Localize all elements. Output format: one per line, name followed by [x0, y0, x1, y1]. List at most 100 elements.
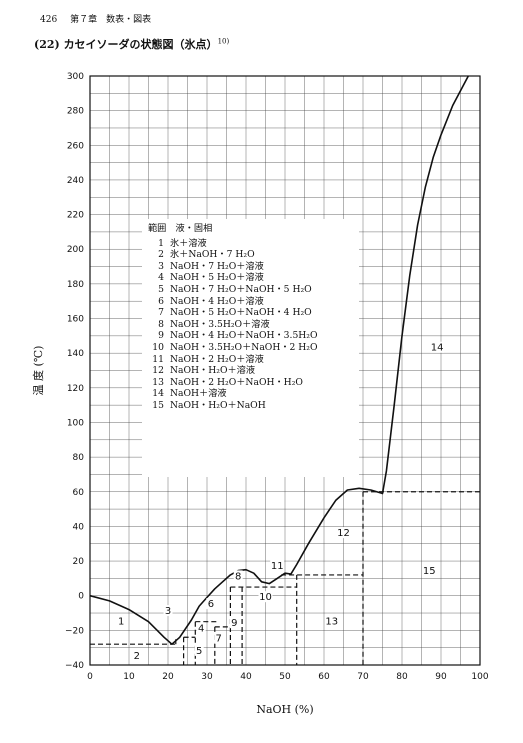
legend-item: 5 NaOH・7 H₂O＋NaOH・5 H₂O [148, 284, 353, 296]
x-tick-label: 30 [201, 672, 213, 682]
x-tick-label: 40 [240, 672, 252, 682]
figure-title-text: カセイソーダの状態図（氷点） [63, 38, 218, 51]
figure-ref: 10) [217, 37, 230, 46]
legend-item: 4 NaOH・5 H₂O＋溶液 [148, 272, 353, 284]
legend-item-number: 15 [152, 399, 164, 411]
region-label: 9 [231, 618, 237, 629]
legend-item-text: NaOH・H₂O＋溶液 [170, 365, 256, 377]
y-tick-label: 120 [67, 384, 84, 394]
legend-item-text: 氷＋NaOH・7 H₂O [170, 249, 255, 261]
region-label: 15 [423, 566, 436, 577]
region-label: 12 [337, 528, 350, 539]
x-tick-label: 70 [357, 672, 369, 682]
region-label-bg [233, 570, 243, 582]
legend-item-number: 9 [158, 330, 164, 342]
legend-item-text: NaOH・4 H₂O＋溶液 [170, 295, 264, 307]
legend-item-text: NaOH・3.5H₂O＋NaOH・2 H₂O [170, 341, 318, 353]
legend-item: 9 NaOH・4 H₂O＋NaOH・3.5H₂O [148, 330, 353, 342]
chapter-title: 第７章 数表・図表 [70, 15, 152, 25]
legend-item: 10 NaOH・3.5H₂O＋NaOH・2 H₂O [148, 342, 353, 354]
region-label-bg [214, 632, 224, 644]
x-tick-label: 80 [396, 672, 408, 682]
y-tick-label: 300 [67, 72, 84, 82]
legend-item-number: 3 [158, 260, 164, 272]
legend-item: 1 氷＋溶液 [148, 238, 353, 250]
y-tick-label: −20 [65, 626, 84, 636]
y-tick-label: 20 [73, 557, 85, 567]
legend: 範囲 液・固相 1 氷＋溶液 2 氷＋NaOH・7 H₂O 3 NaOH・7 H₂O＋溶液… [142, 219, 359, 477]
region-label-bg [116, 615, 126, 627]
legend-item: 3 NaOH・7 H₂O＋溶液 [148, 261, 353, 273]
y-tick-label: 280 [67, 107, 84, 117]
region-label: 2 [134, 651, 140, 662]
legend-item-text: NaOH・5 H₂O＋溶液 [170, 272, 264, 284]
figure-number: (22) [34, 38, 60, 51]
legend-item-number: 2 [158, 249, 164, 261]
x-tick-label: 10 [123, 672, 135, 682]
y-tick-label: 220 [67, 211, 84, 221]
y-tick-label: 260 [67, 141, 84, 151]
y-axis-title: 温 度 (℃) [31, 346, 45, 396]
legend-item: 8 NaOH・3.5H₂O＋溶液 [148, 319, 353, 331]
region-label-bg [270, 559, 285, 571]
legend-item-text: NaOH・4 H₂O＋NaOH・3.5H₂O [170, 330, 318, 342]
region-label-bg [196, 622, 206, 634]
legend-item-number: 12 [152, 365, 164, 377]
x-tick-label: 100 [471, 672, 488, 682]
legend-item-number: 7 [158, 307, 164, 319]
legend-item: 14 NaOH＋溶液 [148, 388, 353, 400]
region-label-bg [229, 617, 239, 629]
region-label: 1 [118, 616, 124, 627]
legend-item: 6 NaOH・4 H₂O＋溶液 [148, 296, 353, 308]
legend-item-text: NaOH・7 H₂O＋溶液 [170, 260, 264, 272]
region-label: 14 [431, 343, 444, 354]
legend-header: 範囲 液・固相 [148, 223, 213, 234]
region-label-bg [206, 598, 216, 610]
x-tick-label: 0 [87, 672, 93, 682]
legend-item: 11 NaOH・2 H₂O＋溶液 [148, 354, 353, 366]
y-tick-label: 40 [73, 522, 85, 532]
liquidus-curve [89, 75, 470, 646]
legend-item: 12 NaOH・H₂O＋溶液 [148, 365, 353, 377]
legend-rows: 1 氷＋溶液 2 氷＋NaOH・7 H₂O 3 NaOH・7 H₂O＋溶液 4 NaOH・5 … [148, 238, 353, 412]
legend-item: 15 NaOH・H₂O＋NaOH [148, 400, 353, 412]
plot-frame [89, 75, 481, 666]
y-tick-label: 240 [67, 176, 84, 186]
region-label-bg [422, 565, 437, 577]
legend-item-number: 11 [152, 353, 164, 365]
legend-item: 13 NaOH・2 H₂O＋NaOH・H₂O [148, 377, 353, 389]
y-tick-label: 160 [67, 315, 84, 325]
region-label: 13 [325, 616, 338, 627]
region-label: 7 [216, 634, 222, 645]
region-label: 4 [198, 623, 204, 634]
region-label: 8 [235, 571, 241, 582]
legend-item-number: 4 [158, 272, 164, 284]
region-label-bg [324, 615, 339, 627]
legend-item-text: NaOH・H₂O＋NaOH [170, 399, 266, 411]
y-tick-label: 180 [67, 280, 84, 290]
legend-item-number: 1 [158, 237, 164, 249]
region-label-bg [430, 341, 445, 353]
legend-item-number: 14 [152, 388, 164, 400]
legend-item-text: 氷＋溶液 [170, 237, 207, 249]
legend-item: 7 NaOH・5 H₂O＋NaOH・4 H₂O [148, 307, 353, 319]
legend-item: 2 氷＋NaOH・7 H₂O [148, 249, 353, 261]
y-tick-label: 200 [67, 245, 84, 255]
figure-title: (22) カセイソーダの状態図（氷点）10) [34, 36, 229, 52]
legend-item-number: 8 [158, 318, 164, 330]
x-axis-title: NaOH (%) [256, 703, 313, 716]
region-label: 5 [196, 646, 202, 657]
region-label-bg [194, 644, 204, 656]
page-header: 426 第７章 数表・図表 [40, 12, 161, 25]
legend-item-number: 10 [152, 341, 164, 353]
legend-item-text: NaOH・3.5H₂O＋溶液 [170, 318, 270, 330]
x-tick-label: 20 [162, 672, 174, 682]
region-label: 11 [271, 561, 284, 572]
x-tick-label: 60 [318, 672, 330, 682]
x-tick-label: 90 [435, 672, 447, 682]
y-tick-label: 100 [67, 418, 84, 428]
legend-item-text: NaOH・5 H₂O＋NaOH・4 H₂O [170, 307, 312, 319]
legend-item-text: NaOH・7 H₂O＋NaOH・5 H₂O [170, 283, 312, 295]
legend-item-text: NaOH・2 H₂O＋NaOH・H₂O [170, 376, 303, 388]
legend-item-number: 5 [158, 283, 164, 295]
